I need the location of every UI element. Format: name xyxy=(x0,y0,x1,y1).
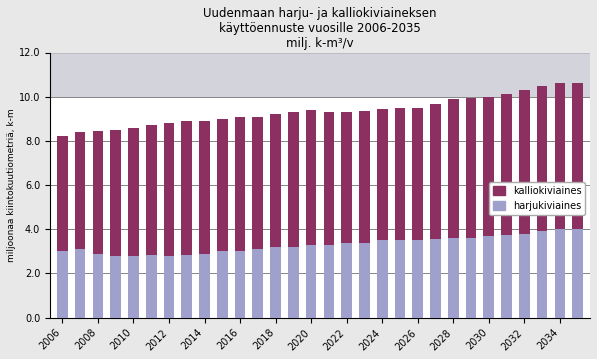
Bar xyxy=(253,249,263,318)
Bar xyxy=(128,256,139,318)
Bar xyxy=(270,247,281,318)
Bar xyxy=(448,99,458,238)
Bar xyxy=(395,240,405,318)
Bar xyxy=(395,108,405,240)
Bar xyxy=(466,98,476,238)
Y-axis label: miljoonaa kiintokuutiometriä, k-m: miljoonaa kiintokuutiometriä, k-m xyxy=(7,108,16,262)
Bar xyxy=(555,229,565,318)
Bar xyxy=(448,238,458,318)
Bar xyxy=(128,128,139,256)
Bar xyxy=(555,83,565,229)
Bar xyxy=(57,251,67,318)
Bar xyxy=(377,109,387,240)
Bar xyxy=(199,121,210,253)
Bar xyxy=(466,238,476,318)
Bar xyxy=(217,119,227,251)
Bar xyxy=(75,249,85,318)
Bar xyxy=(537,86,547,232)
Bar xyxy=(324,112,334,245)
Bar xyxy=(359,111,370,243)
Bar xyxy=(359,243,370,318)
Bar xyxy=(253,117,263,249)
Bar xyxy=(430,104,441,239)
Bar xyxy=(306,110,316,245)
Bar xyxy=(377,240,387,318)
Bar xyxy=(341,243,352,318)
Bar xyxy=(50,52,590,97)
Bar xyxy=(93,131,103,253)
Bar xyxy=(484,236,494,318)
Bar xyxy=(306,245,316,318)
Bar xyxy=(93,253,103,318)
Bar xyxy=(110,130,121,256)
Bar xyxy=(164,256,174,318)
Bar xyxy=(217,251,227,318)
Bar xyxy=(413,108,423,240)
Bar xyxy=(430,239,441,318)
Bar xyxy=(324,245,334,318)
Bar xyxy=(199,253,210,318)
Bar xyxy=(537,232,547,318)
Bar xyxy=(573,229,583,318)
Title: Uudenmaan harju- ja kalliokiviaineksen
käyttöennuste vuosille 2006-2035
milj. k-: Uudenmaan harju- ja kalliokiviaineksen k… xyxy=(203,7,437,50)
Bar xyxy=(519,234,530,318)
Bar xyxy=(110,256,121,318)
Bar xyxy=(484,97,494,236)
Bar xyxy=(519,90,530,234)
Bar xyxy=(501,235,512,318)
Legend: kalliokiviaines, harjukiviaines: kalliokiviaines, harjukiviaines xyxy=(490,182,585,215)
Bar xyxy=(235,117,245,251)
Bar xyxy=(235,251,245,318)
Bar xyxy=(413,240,423,318)
Bar xyxy=(573,83,583,229)
Bar xyxy=(288,112,298,247)
Bar xyxy=(341,112,352,243)
Bar xyxy=(164,123,174,256)
Bar xyxy=(146,125,156,255)
Bar xyxy=(75,132,85,249)
Bar xyxy=(146,255,156,318)
Bar xyxy=(270,115,281,247)
Bar xyxy=(288,247,298,318)
Bar xyxy=(181,255,192,318)
Bar xyxy=(181,121,192,255)
Bar xyxy=(501,94,512,235)
Bar xyxy=(57,136,67,251)
